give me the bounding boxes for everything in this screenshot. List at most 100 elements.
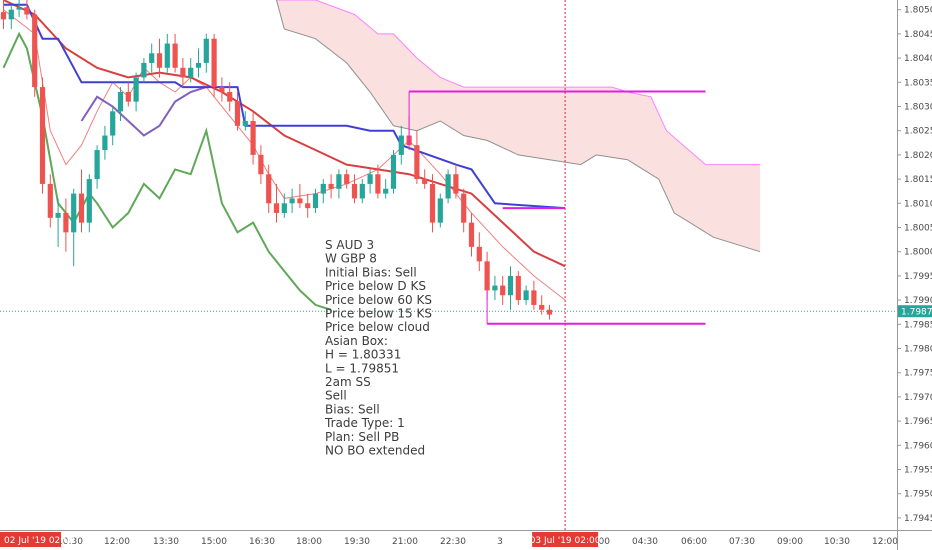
candle-body[interactable] — [429, 183, 436, 223]
ichimoku-cloud — [276, 0, 761, 252]
price-tick-label: 1.79850 — [904, 320, 932, 330]
note-text-line: Plan: Sell PB — [325, 430, 399, 444]
candle-body[interactable] — [344, 174, 350, 184]
candle-body[interactable] — [242, 121, 248, 126]
price-tick-label: 1.79600 — [904, 441, 932, 451]
candle-body[interactable] — [461, 193, 467, 223]
candle-body[interactable] — [515, 275, 521, 301]
candle-body[interactable] — [55, 212, 61, 218]
candle-body[interactable] — [546, 309, 553, 315]
candle-body[interactable] — [476, 246, 482, 262]
candle-body[interactable] — [219, 87, 225, 92]
candle-body[interactable] — [468, 222, 475, 247]
price-tick-label: 1.80400 — [904, 54, 932, 64]
price-tick-label: 1.79800 — [904, 344, 932, 354]
note-text-line: S AUD 3 — [325, 238, 374, 252]
candle-body[interactable] — [453, 174, 459, 194]
note-text-line: Price below cloud — [325, 320, 430, 334]
cursor-time-tag — [532, 532, 599, 547]
candle-body[interactable] — [234, 101, 241, 126]
price-tick-label: 1.79550 — [904, 465, 932, 475]
candle-body[interactable] — [398, 135, 404, 155]
candle-body[interactable] — [117, 91, 124, 112]
candle-body[interactable] — [523, 290, 529, 301]
candle-body[interactable] — [16, 7, 22, 10]
candle-body[interactable] — [125, 91, 131, 102]
candle-body[interactable] — [281, 203, 287, 213]
candle-body[interactable] — [258, 154, 264, 175]
time-tick-label: 04:30 — [632, 537, 658, 547]
candle-body[interactable] — [94, 150, 100, 180]
price-tick-label: 1.79900 — [904, 296, 932, 306]
candle-body[interactable] — [539, 304, 545, 310]
senkou-span-b-line — [276, 0, 761, 253]
candle-body[interactable] — [102, 135, 108, 151]
candle-body[interactable] — [507, 275, 514, 296]
candle-body[interactable] — [195, 62, 202, 68]
candle-body[interactable] — [297, 198, 303, 204]
time-tick-label: 10:30 — [57, 537, 83, 547]
candle-body[interactable] — [149, 53, 155, 63]
candle-body[interactable] — [24, 7, 30, 15]
moving-average-line — [3, 0, 566, 268]
note-text-line: Asian Box: — [325, 334, 388, 348]
candle-body[interactable] — [500, 285, 506, 296]
time-tick-label: 15:00 — [201, 537, 227, 547]
candle-body[interactable] — [133, 77, 139, 102]
candle-body[interactable] — [266, 174, 272, 204]
candle-body[interactable] — [227, 91, 233, 102]
candle-body[interactable] — [63, 212, 69, 233]
note-text-line: NO BO extended — [325, 444, 425, 458]
candle-body[interactable] — [164, 43, 170, 68]
candle-body[interactable] — [289, 198, 295, 204]
candle-body[interactable] — [273, 203, 280, 213]
price-tick-label: 1.79750 — [904, 369, 932, 379]
time-tick-label: 18:00 — [296, 537, 322, 547]
candle-body[interactable] — [203, 38, 209, 63]
candle-body[interactable] — [86, 179, 92, 223]
candle-body[interactable] — [422, 179, 428, 184]
time-tick-label: 06:00 — [681, 537, 707, 547]
candle-body[interactable] — [367, 174, 373, 184]
candle-body[interactable] — [0, 12, 7, 20]
candle-body[interactable] — [383, 188, 389, 194]
current-price-tag — [898, 305, 932, 318]
candle-body[interactable] — [47, 183, 53, 218]
candle-body[interactable] — [250, 121, 256, 155]
candle-body[interactable] — [351, 183, 358, 199]
candle-body[interactable] — [211, 38, 217, 88]
note-text-line: Sell — [325, 389, 347, 403]
candle-body[interactable] — [445, 174, 451, 199]
candle-body[interactable] — [156, 53, 163, 68]
candle-body[interactable] — [78, 193, 85, 223]
candle-body[interactable] — [375, 174, 381, 194]
candle-body[interactable] — [305, 203, 311, 209]
candle-body[interactable] — [71, 193, 77, 233]
price-tick-label: 1.80450 — [904, 30, 932, 40]
price-tick-label: 1.80200 — [904, 151, 932, 161]
price-tick-label: 1.80050 — [904, 223, 932, 233]
candle-body[interactable] — [32, 14, 38, 88]
candle-body[interactable] — [390, 154, 397, 189]
candle-body[interactable] — [180, 67, 186, 78]
candle-body[interactable] — [39, 87, 46, 184]
candle-body[interactable] — [359, 183, 365, 199]
candle-body[interactable] — [312, 193, 319, 209]
candle-body[interactable] — [414, 145, 420, 180]
candle-body[interactable] — [437, 198, 443, 223]
candle-body[interactable] — [492, 285, 498, 291]
candle-body[interactable] — [336, 174, 342, 189]
candle-body[interactable] — [188, 67, 194, 78]
senkou-span-a-line — [276, 0, 761, 166]
candle-body[interactable] — [328, 183, 334, 189]
candle-body[interactable] — [172, 43, 178, 68]
candle-body[interactable] — [531, 290, 537, 305]
candle-body[interactable] — [484, 261, 490, 291]
candle-body[interactable] — [141, 62, 147, 78]
candle-body[interactable] — [8, 9, 14, 20]
candle-body[interactable] — [320, 183, 326, 194]
candle-body[interactable] — [110, 111, 116, 136]
price-tick-label: 1.80500 — [904, 6, 932, 16]
